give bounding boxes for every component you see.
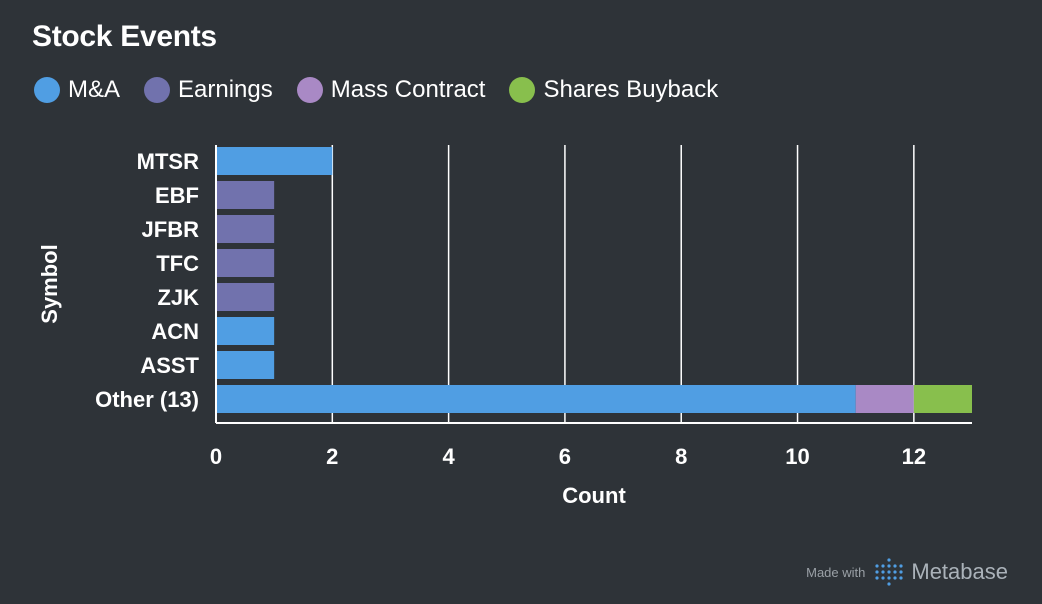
bar <box>216 181 275 209</box>
y-tick-label: EBF <box>155 183 199 208</box>
metabase-logo-icon <box>875 558 903 586</box>
legend-dot-icon <box>509 77 536 103</box>
y-tick-label: MTSR <box>137 149 199 174</box>
x-tick-label: 10 <box>785 444 809 469</box>
x-axis-label: Count <box>562 483 626 508</box>
bar <box>216 317 275 345</box>
x-tick-label: 6 <box>559 444 571 469</box>
legend-label: Shares Buyback <box>543 76 719 103</box>
legend-item-ma[interactable]: M&A <box>34 76 120 104</box>
legend-label: Mass Contract <box>330 76 486 103</box>
legend-item-shares-buyback[interactable]: Shares Buyback <box>509 76 718 104</box>
legend-label: Earnings <box>178 76 273 103</box>
y-tick-label: ZJK <box>157 285 199 310</box>
footer: Made with Metabase <box>806 558 1008 586</box>
bar <box>216 249 275 277</box>
y-axis-label: Symbol <box>37 244 62 323</box>
legend: M&A Earnings Mass Contract Shares Buybac… <box>34 76 742 104</box>
legend-dot-icon <box>144 77 171 103</box>
legend-item-earnings[interactable]: Earnings <box>144 76 273 104</box>
y-tick-label: ASST <box>140 353 199 378</box>
bar <box>216 215 275 243</box>
x-tick-label: 2 <box>326 444 338 469</box>
chart-title: Stock Events <box>32 20 217 53</box>
legend-label: M&A <box>68 76 121 103</box>
x-tick-label: 0 <box>210 444 222 469</box>
bar <box>855 385 914 413</box>
made-with-text: Made with <box>806 564 866 580</box>
bar <box>216 147 333 175</box>
x-tick-label: 4 <box>442 444 455 469</box>
y-tick-label: JFBR <box>142 217 200 242</box>
legend-dot-icon <box>34 77 60 103</box>
bar <box>216 283 275 311</box>
y-tick-label: TFC <box>156 251 199 276</box>
y-tick-label: Other (13) <box>95 387 199 412</box>
x-tick-label: 8 <box>675 444 687 469</box>
legend-dot-icon <box>296 77 323 103</box>
bar <box>913 385 972 413</box>
legend-item-mass-contract[interactable]: Mass Contract <box>296 76 486 104</box>
metabase-brand: Metabase <box>911 559 1008 584</box>
bar <box>216 385 856 413</box>
x-tick-label: 12 <box>902 444 926 469</box>
bar <box>216 351 275 379</box>
y-tick-label: ACN <box>151 319 199 344</box>
